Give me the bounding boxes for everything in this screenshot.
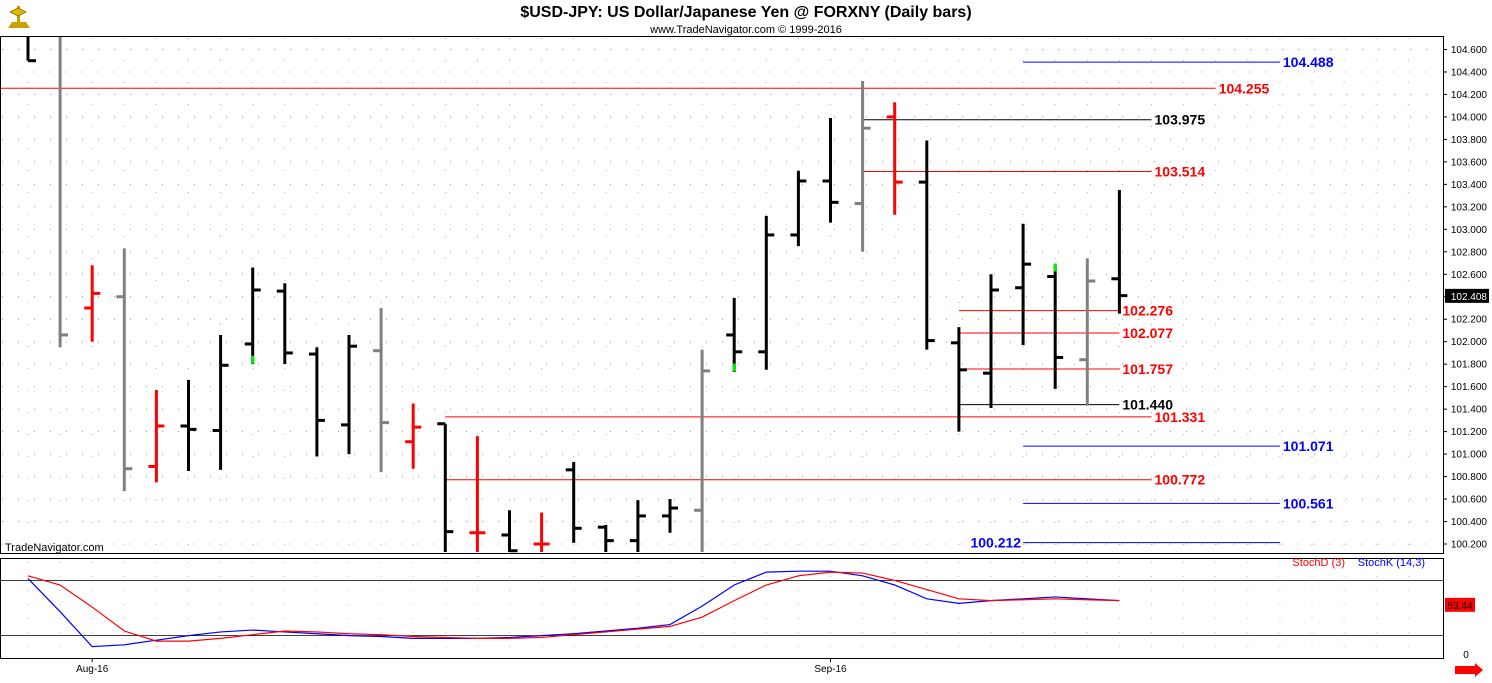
stoch-y-tick-label: 0 — [1463, 650, 1469, 661]
stoch-line — [27, 571, 1120, 642]
y-tick-label: 103.800 — [1451, 135, 1488, 146]
y-tick-label: 104.000 — [1451, 112, 1488, 123]
y-tick-label: 103.400 — [1451, 180, 1488, 191]
watermark-text: TradeNavigator.com — [5, 542, 104, 554]
y-tick-label: 102.200 — [1451, 315, 1488, 326]
level-label: 103.975 — [1155, 112, 1206, 128]
stoch-last-value-box — [1445, 597, 1475, 612]
y-tick-label: 101.400 — [1451, 405, 1488, 416]
x-tick-label: Sep-16 — [814, 664, 847, 675]
y-tick-label: 102.600 — [1451, 270, 1488, 281]
level-label: 104.255 — [1219, 80, 1270, 96]
level-label: 101.331 — [1155, 409, 1206, 425]
level-label: 101.440 — [1122, 397, 1173, 413]
y-tick-label: 103.600 — [1451, 157, 1488, 168]
y-tick-label: 101.600 — [1451, 382, 1488, 393]
level-label: 102.077 — [1122, 325, 1173, 341]
y-tick-label: 100.200 — [1451, 540, 1488, 551]
level-label: 100.772 — [1155, 472, 1206, 488]
legend-stochk: StochK (14,3) — [1358, 557, 1425, 569]
y-tick-label: 100.600 — [1451, 495, 1488, 506]
y-tick-label: 100.800 — [1451, 472, 1488, 483]
level-label: 104.488 — [1283, 54, 1334, 70]
price-panel-frame — [0, 36, 1444, 554]
last-price-label: 102.408 — [1451, 292, 1488, 303]
level-label: 100.561 — [1283, 495, 1334, 511]
chart-subtitle: www.TradeNavigator.com © 1999-2016 — [649, 24, 842, 36]
level-label: 103.514 — [1155, 164, 1206, 180]
y-tick-label: 103.000 — [1451, 225, 1488, 236]
stoch-panel-frame — [0, 558, 1444, 659]
level-label: 102.276 — [1122, 303, 1173, 319]
stoch-line — [27, 570, 1120, 648]
y-tick-label: 104.600 — [1451, 45, 1488, 56]
y-tick-label: 100.400 — [1451, 517, 1488, 528]
level-label: 101.757 — [1122, 361, 1173, 377]
legend-stochd: StochD (3) — [1292, 557, 1345, 569]
y-tick-label: 103.200 — [1451, 202, 1488, 213]
level-label: 100.212 — [970, 535, 1021, 551]
y-tick-label: 101.200 — [1451, 427, 1488, 438]
y-tick-label: 101.000 — [1451, 450, 1488, 461]
chart-title: $USD-JPY: US Dollar/Japanese Yen @ FORXN… — [520, 4, 971, 21]
y-tick-label: 102.000 — [1451, 337, 1488, 348]
stoch-last-value-label: 53.44 — [1447, 601, 1472, 612]
last-price-box — [1445, 288, 1489, 303]
y-tick-label: 101.800 — [1451, 360, 1488, 371]
y-tick-label: 104.400 — [1451, 67, 1488, 78]
scroll-right-icon[interactable] — [1455, 663, 1483, 677]
y-tick-label: 104.200 — [1451, 90, 1488, 101]
x-tick-label: Aug-16 — [76, 664, 109, 675]
y-tick-label: 102.800 — [1451, 247, 1488, 258]
level-label: 101.071 — [1283, 438, 1334, 454]
logo-icon — [8, 6, 30, 28]
